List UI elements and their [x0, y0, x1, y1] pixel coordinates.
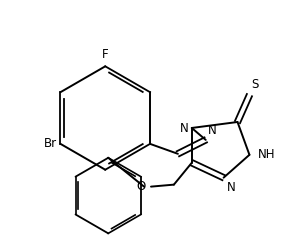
Text: F: F	[102, 48, 108, 61]
Text: S: S	[251, 78, 259, 91]
Text: Br: Br	[43, 137, 57, 150]
Text: N: N	[208, 124, 216, 137]
Text: O: O	[137, 180, 146, 193]
Text: N: N	[180, 122, 189, 135]
Text: NH: NH	[257, 148, 275, 161]
Text: N: N	[227, 181, 235, 194]
